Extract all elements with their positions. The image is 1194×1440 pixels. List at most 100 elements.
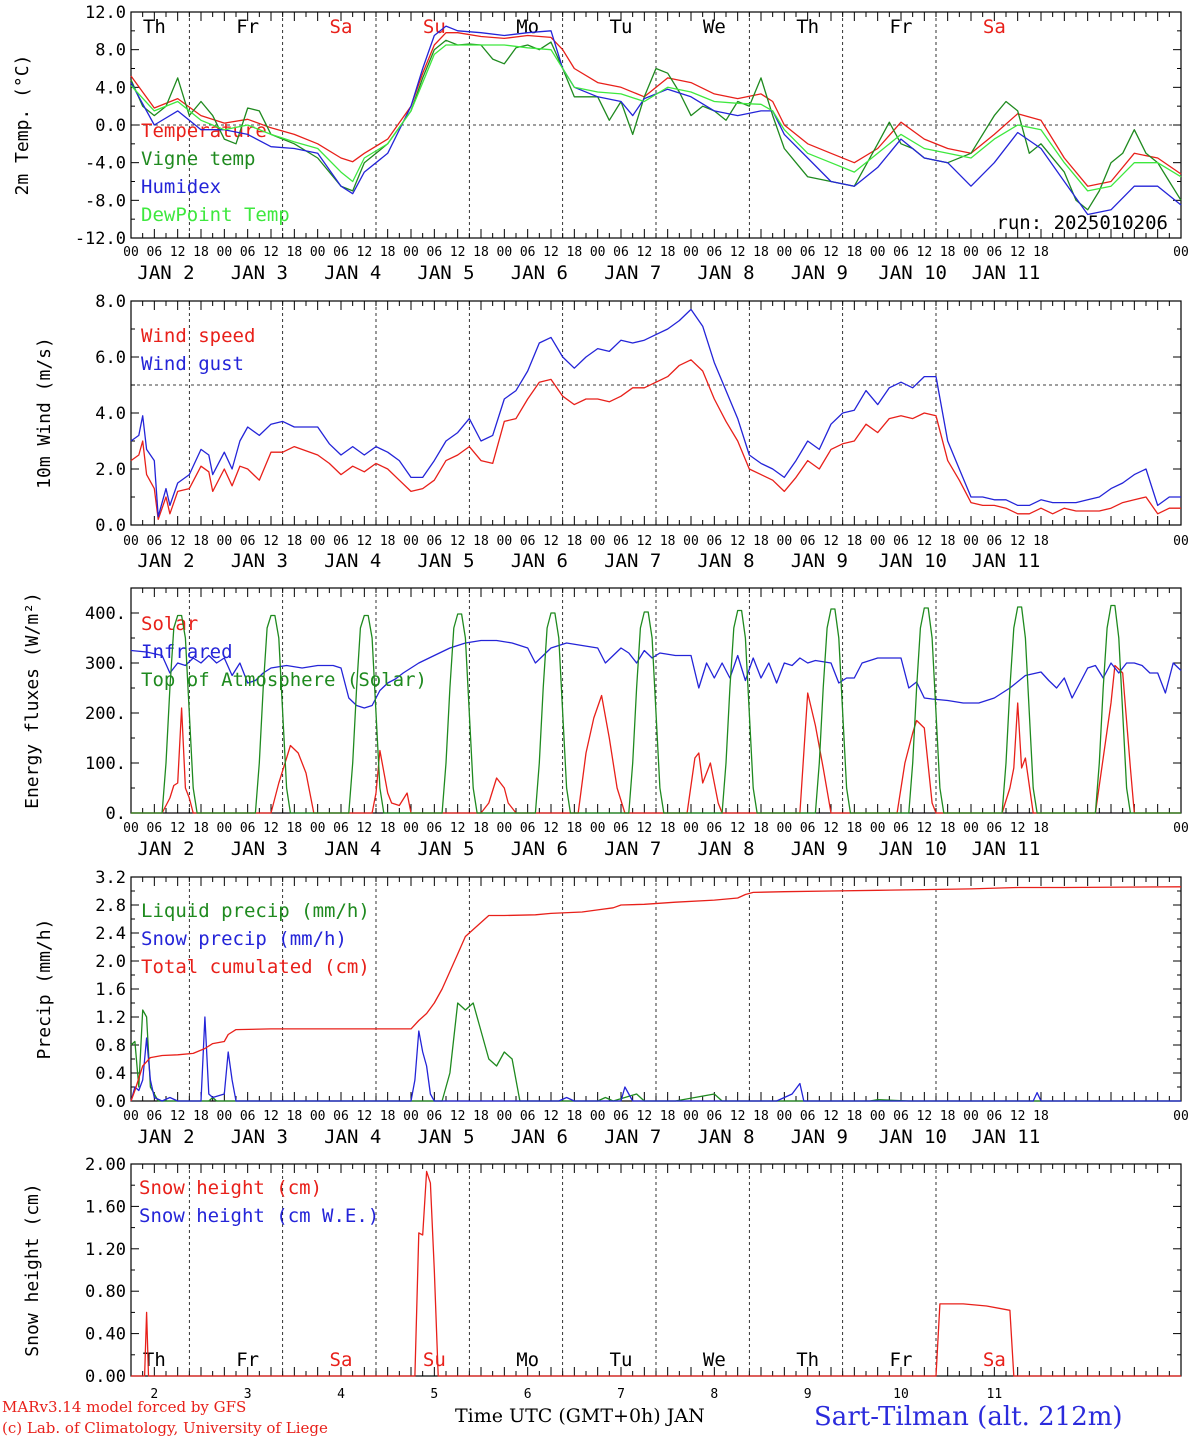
series-line	[131, 604, 1181, 814]
x-hour-label: 18	[753, 245, 769, 260]
x-hour-label: 00	[403, 1109, 419, 1124]
y-tick-label: 6.0	[95, 348, 126, 368]
x-hour-label: 00	[683, 534, 699, 549]
x-hour-label: 18	[940, 821, 956, 836]
y-tick-label: 1.6	[95, 980, 126, 1000]
x-hour-label: 00	[403, 245, 419, 260]
x-hour-label: 18	[473, 534, 489, 549]
x-hour-label: 06	[987, 821, 1003, 836]
x-date-label: JAN 3	[231, 1126, 288, 1148]
x-hour-label: 06	[707, 821, 723, 836]
x-hour-label: 00	[217, 245, 233, 260]
day-number-label: 6	[524, 1387, 532, 1402]
x-hour-label: 00	[870, 245, 886, 260]
legend-entry: Snow height (cm)	[139, 1177, 322, 1199]
x-hour-label: 18	[193, 821, 209, 836]
x-hour-label: 00	[777, 245, 793, 260]
y-tick-label: 400.	[85, 604, 126, 624]
x-hour-label: 12	[543, 245, 559, 260]
x-hour-label: 00	[1173, 534, 1189, 549]
x-hour-label: 18	[1033, 245, 1049, 260]
x-hour-label: 12	[170, 534, 186, 549]
x-hour-label: 06	[520, 821, 536, 836]
weekday-label: Th	[143, 16, 166, 38]
x-date-label: JAN 4	[324, 262, 381, 284]
weekday-label: Sa	[330, 16, 353, 38]
day-number-label: 9	[804, 1387, 812, 1402]
run-label: run: 2025010206	[996, 212, 1168, 234]
x-hour-label: 18	[1033, 1109, 1049, 1124]
legend-entry: Wind speed	[141, 325, 255, 347]
legend-entry: Total cumulated (cm)	[141, 956, 370, 978]
x-hour-label: 00	[777, 534, 793, 549]
x-hour-label: 18	[940, 1109, 956, 1124]
x-date-label: JAN 4	[324, 1126, 381, 1148]
model-credit-text: MARv3.14 model forced by GFS	[2, 1398, 247, 1416]
x-hour-label: 18	[287, 534, 303, 549]
day-number-label: 10	[893, 1387, 909, 1402]
x-hour-label: 12	[263, 534, 279, 549]
x-hour-label: 18	[473, 245, 489, 260]
x-hour-label: 06	[520, 1109, 536, 1124]
x-hour-label: 00	[497, 1109, 513, 1124]
x-hour-label: 12	[917, 245, 933, 260]
x-hour-label: 06	[333, 534, 349, 549]
day-number-label: 3	[244, 1387, 252, 1402]
x-hour-label: 12	[637, 821, 653, 836]
x-hour-label: 06	[147, 1109, 163, 1124]
weekday-label: Fr	[890, 16, 913, 38]
y-tick-label: -4.0	[85, 154, 126, 174]
weekday-label: Sa	[983, 1349, 1006, 1371]
y-tick-label: 0.80	[85, 1282, 126, 1302]
series-line	[130, 308, 1181, 518]
x-date-label: JAN 3	[231, 838, 288, 860]
x-hour-label: 12	[450, 245, 466, 260]
x-hour-label: 06	[333, 1109, 349, 1124]
x-date-label: JAN 3	[231, 262, 288, 284]
weekday-label: Th	[796, 16, 819, 38]
x-hour-label: 00	[590, 1109, 606, 1124]
x-date-label: JAN 9	[791, 262, 848, 284]
x-hour-label: 18	[287, 1109, 303, 1124]
x-hour-label: 06	[987, 534, 1003, 549]
x-hour-label: 18	[567, 534, 583, 549]
y-tick-label: 100.	[85, 754, 126, 774]
x-hour-label: 00	[590, 821, 606, 836]
y-tick-label: 0.0	[95, 1092, 126, 1112]
x-hour-label: 00	[590, 245, 606, 260]
x-hour-label: 18	[847, 534, 863, 549]
station-title: Sart-Tilman (alt. 212m)	[814, 1402, 1123, 1432]
y-tick-label: 2.00	[85, 1155, 126, 1175]
x-hour-label: 18	[660, 1109, 676, 1124]
x-hour-label: 00	[777, 821, 793, 836]
legend-entry: Vigne temp	[141, 148, 255, 170]
y-tick-label: 1.2	[95, 1008, 126, 1028]
y-tick-label: 300.	[85, 654, 126, 674]
day-number-label: 8	[710, 1387, 718, 1402]
x-date-label: JAN 11	[972, 550, 1041, 572]
x-date-label: JAN 5	[417, 550, 474, 572]
x-hour-label: 00	[310, 245, 326, 260]
x-hour-label: 18	[380, 821, 396, 836]
y-tick-label: 1.20	[85, 1240, 126, 1260]
y-tick-label: 2.0	[95, 952, 126, 972]
y-tick-label: -12.0	[75, 229, 126, 249]
x-date-label: JAN 4	[324, 838, 381, 860]
x-hour-label: 18	[940, 245, 956, 260]
x-hour-label: 18	[567, 245, 583, 260]
y-axis-title: Snow height (cm)	[22, 1183, 43, 1356]
x-hour-label: 00	[310, 534, 326, 549]
x-hour-label: 12	[730, 245, 746, 260]
x-hour-label: 00	[123, 534, 139, 549]
weekday-label: Mo	[516, 16, 539, 38]
x-hour-label: 12	[730, 534, 746, 549]
series-line	[130, 39, 1182, 211]
x-hour-label: 00	[217, 821, 233, 836]
y-axis-title: Energy fluxes (W/m²)	[22, 592, 43, 809]
x-hour-label: 06	[613, 245, 629, 260]
y-tick-label: 2.0	[95, 460, 126, 480]
x-hour-label: 06	[427, 534, 443, 549]
weekday-label: Sa	[983, 16, 1006, 38]
x-date-label: JAN 10	[878, 262, 947, 284]
x-hour-label: 12	[450, 821, 466, 836]
